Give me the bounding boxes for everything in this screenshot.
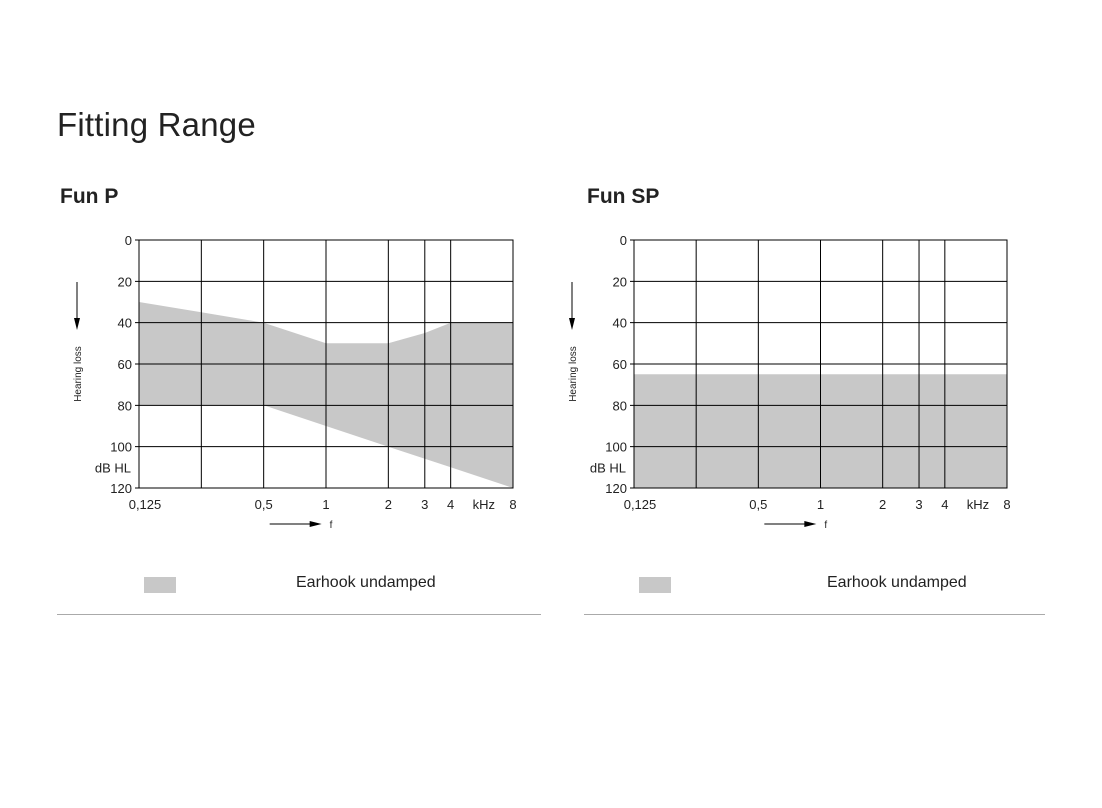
y-tick-label: 120 bbox=[110, 481, 132, 496]
y-axis-arrowhead bbox=[74, 318, 80, 330]
chart-panel-fun-sp: Fun SP 0 20 40 60 80 100 120 dB HL 0,125 0,5 1 2 3 4 k… bbox=[568, 180, 1045, 620]
y-axis-arrowhead bbox=[569, 318, 575, 330]
y-tick-label: 40 bbox=[118, 316, 132, 331]
y-tick-label: 100 bbox=[110, 440, 132, 455]
chart-fun-sp: 0 20 40 60 80 100 120 dB HL 0,125 0,5 1 2 3 4 kHz 8 f Hea… bbox=[568, 233, 1011, 531]
legend-swatch-fun-p bbox=[144, 577, 176, 593]
page-title: Fitting Range bbox=[57, 106, 256, 143]
y-tick-label: 120 bbox=[605, 481, 627, 496]
legend-label-fun-p: Earhook undamped bbox=[296, 574, 436, 591]
plot-frame bbox=[138, 239, 514, 489]
x-tick-label: 0,125 bbox=[624, 497, 657, 512]
x-tick-label: 3 bbox=[915, 497, 922, 512]
y-unit-label: dB HL bbox=[95, 460, 131, 475]
panel-divider-fun-p bbox=[57, 614, 541, 615]
y-tick-label: 20 bbox=[613, 274, 627, 289]
x-axis-label: f bbox=[330, 520, 333, 531]
y-tick-label: 100 bbox=[605, 440, 627, 455]
y-tick-label: 80 bbox=[118, 398, 132, 413]
y-axis-label: Hearing loss bbox=[568, 346, 579, 402]
chart-title-fun-p: Fun P bbox=[60, 185, 119, 208]
x-axis-label: f bbox=[824, 520, 827, 531]
y-tick-label: 80 bbox=[613, 398, 627, 413]
y-tick-label: 60 bbox=[613, 357, 627, 372]
x-tick-label: 0,5 bbox=[255, 497, 273, 512]
x-tick-label: 1 bbox=[322, 497, 329, 512]
y-tick-label: 0 bbox=[620, 233, 627, 248]
y-tick-label: 20 bbox=[118, 274, 132, 289]
chart-title-fun-sp: Fun SP bbox=[587, 185, 660, 208]
x-tick-label: 1 bbox=[817, 497, 824, 512]
x-axis-arrowhead bbox=[804, 521, 817, 527]
chart-panel-fun-p: Fun P 0 20 40 60 80 100 120 dB HL 0,125 0,5 1 2 3 4 kH… bbox=[57, 180, 541, 620]
x-tick-label: kHz bbox=[473, 497, 495, 512]
panel-divider-fun-sp bbox=[584, 614, 1045, 615]
y-tick-label: 60 bbox=[118, 357, 132, 372]
y-axis-label: Hearing loss bbox=[73, 346, 84, 402]
x-tick-label: 2 bbox=[879, 497, 886, 512]
x-tick-label: 3 bbox=[421, 497, 428, 512]
x-tick-label: 0,5 bbox=[749, 497, 767, 512]
x-tick-label: kHz bbox=[967, 497, 989, 512]
x-axis-arrowhead bbox=[309, 521, 322, 527]
plot-frame bbox=[633, 239, 1008, 489]
x-tick-label: 0,125 bbox=[129, 497, 162, 512]
chart-fun-p: 0 20 40 60 80 100 120 dB HL 0,125 0,5 1 2 3 4 kHz 8 f Hea… bbox=[73, 233, 517, 531]
legend-swatch-fun-sp bbox=[639, 577, 671, 593]
x-tick-label: 2 bbox=[385, 497, 392, 512]
x-tick-label: 8 bbox=[1003, 497, 1010, 512]
x-tick-label: 8 bbox=[509, 497, 516, 512]
x-tick-label: 4 bbox=[941, 497, 948, 512]
y-tick-label: 40 bbox=[613, 316, 627, 331]
legend-label-fun-sp: Earhook undamped bbox=[827, 574, 967, 591]
x-tick-label: 4 bbox=[447, 497, 454, 512]
y-tick-label: 0 bbox=[125, 233, 132, 248]
y-unit-label: dB HL bbox=[590, 460, 626, 475]
